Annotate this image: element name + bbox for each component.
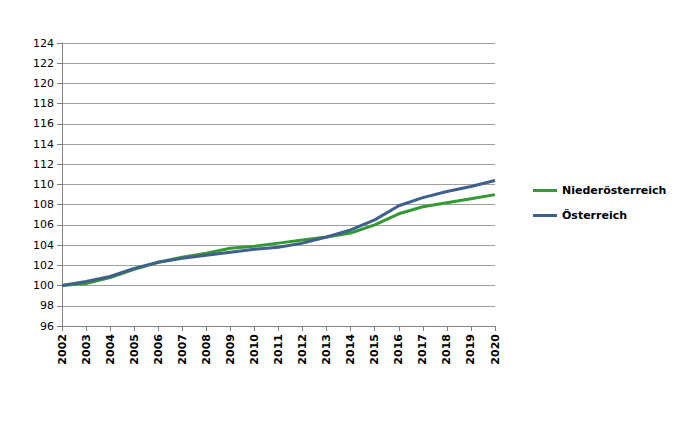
svg-text:122: 122	[33, 57, 54, 70]
svg-text:2013: 2013	[320, 334, 333, 365]
svg-text:2015: 2015	[368, 334, 381, 365]
svg-text:120: 120	[33, 77, 54, 90]
svg-text:Österreich: Österreich	[562, 208, 627, 222]
svg-text:2017: 2017	[416, 334, 429, 365]
svg-text:116: 116	[33, 117, 54, 130]
svg-text:2018: 2018	[440, 334, 453, 365]
svg-text:124: 124	[33, 37, 54, 50]
svg-text:106: 106	[33, 218, 54, 231]
svg-text:108: 108	[33, 198, 54, 211]
svg-text:2016: 2016	[392, 334, 405, 365]
svg-text:2002: 2002	[56, 334, 69, 365]
svg-text:Niederösterreich: Niederösterreich	[562, 184, 666, 197]
svg-text:2010: 2010	[248, 334, 261, 365]
svg-text:96: 96	[40, 320, 54, 333]
svg-text:98: 98	[40, 299, 54, 312]
svg-text:110: 110	[33, 178, 54, 191]
svg-text:2011: 2011	[272, 334, 285, 365]
svg-text:114: 114	[33, 138, 54, 151]
svg-text:112: 112	[33, 158, 54, 171]
svg-text:2005: 2005	[128, 334, 141, 365]
svg-text:2019: 2019	[464, 334, 477, 365]
svg-text:2020: 2020	[489, 334, 502, 365]
svg-text:2012: 2012	[296, 334, 309, 365]
svg-text:2014: 2014	[344, 334, 357, 365]
svg-text:102: 102	[33, 259, 54, 272]
svg-text:104: 104	[33, 239, 54, 252]
svg-text:2006: 2006	[152, 334, 165, 365]
svg-text:2007: 2007	[176, 334, 189, 365]
svg-text:118: 118	[33, 97, 54, 110]
svg-text:100: 100	[33, 279, 54, 292]
svg-text:2008: 2008	[200, 334, 213, 365]
svg-text:2004: 2004	[104, 334, 117, 365]
svg-text:2009: 2009	[224, 334, 237, 365]
svg-text:2003: 2003	[80, 334, 93, 365]
